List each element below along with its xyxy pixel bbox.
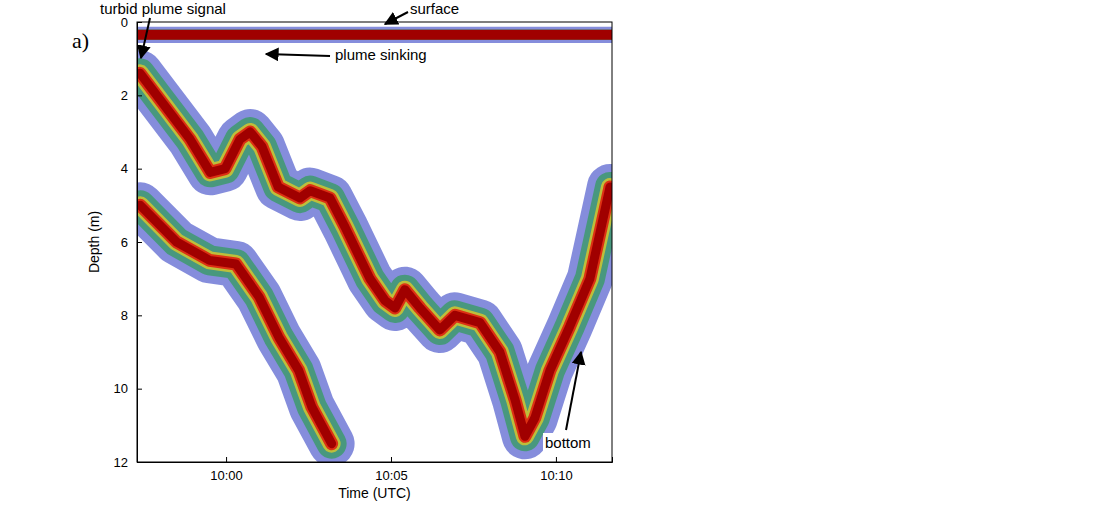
y-tick-mark [137, 95, 142, 96]
annotation: bottom [543, 352, 593, 452]
x-axis-title: Time (UTC) [338, 485, 411, 501]
x-tick-label: 10:05 [375, 468, 408, 483]
y-tick-mark [137, 242, 142, 243]
x-tick: 10:10 [540, 457, 573, 483]
y-tick: 10 [114, 381, 142, 396]
echo-halo [140, 205, 331, 443]
echo-trace [137, 34, 612, 35]
annotation-text: plume sinking [335, 46, 427, 63]
annotation: turbid plume signal [100, 0, 226, 58]
panel-label: a) [72, 28, 89, 53]
echo-halo [140, 205, 331, 443]
annotations: turbid plume signal surface plume sinking b… [100, 0, 593, 452]
y-tick-label: 4 [121, 161, 128, 176]
y-tick-label: 12 [114, 455, 128, 470]
echo-halo [140, 205, 331, 443]
echo-halo [140, 205, 331, 443]
annotation-arrow [566, 352, 581, 430]
annotation-arrow [266, 54, 330, 56]
y-tick: 6 [121, 235, 142, 250]
annotation-patch [333, 45, 429, 64]
y-tick: 8 [121, 308, 142, 323]
annotation-text: turbid plume signal [100, 0, 226, 17]
x-tick: 10:00 [210, 457, 243, 483]
x-tick-mark [226, 457, 227, 462]
y-tick-label: 6 [121, 235, 128, 250]
y-tick-label: 2 [121, 88, 128, 103]
y-tick-mark [137, 169, 142, 170]
annotation: plume sinking [266, 45, 429, 64]
annotation-arrow [141, 18, 150, 58]
annotation-text: surface [410, 0, 459, 17]
y-tick-mark [137, 389, 142, 390]
annotation-arrow [385, 12, 408, 24]
echo-line [140, 205, 331, 443]
y-axis: 024681012 [114, 15, 142, 470]
y-axis-title: Depth (m) [86, 211, 102, 273]
echo-halo [137, 27, 612, 43]
plot-background [137, 22, 612, 462]
y-tick-mark [137, 315, 142, 316]
echo-halo [137, 32, 612, 38]
x-axis-line [138, 457, 613, 463]
y-tick-label: 8 [121, 308, 128, 323]
x-tick: 10:05 [375, 457, 408, 483]
x-axis: 10:00 10:05 10:10 [138, 457, 613, 483]
plot-frame [137, 22, 612, 462]
x-tick-mark [556, 457, 557, 462]
echo-halo [137, 33, 612, 38]
y-tick-label: 10 [114, 381, 128, 396]
annotation-text: bottom [545, 434, 591, 451]
annotation: surface [385, 0, 459, 24]
chart: 02468101210:0010:0510:10Time (UTC)Depth … [0, 0, 1104, 509]
y-tick: 4 [121, 161, 142, 176]
echo-trace [140, 205, 331, 443]
y-tick: 2 [121, 88, 142, 103]
plot-area [137, 35, 612, 444]
echo-line [137, 30, 612, 40]
echo-halo [137, 30, 612, 41]
x-tick-mark [391, 457, 392, 462]
x-tick-label: 10:10 [540, 468, 573, 483]
x-tick-label: 10:00 [210, 468, 243, 483]
y-axis-line [138, 23, 143, 463]
y-tick-mark [137, 22, 142, 23]
annotation-patch [543, 433, 593, 452]
